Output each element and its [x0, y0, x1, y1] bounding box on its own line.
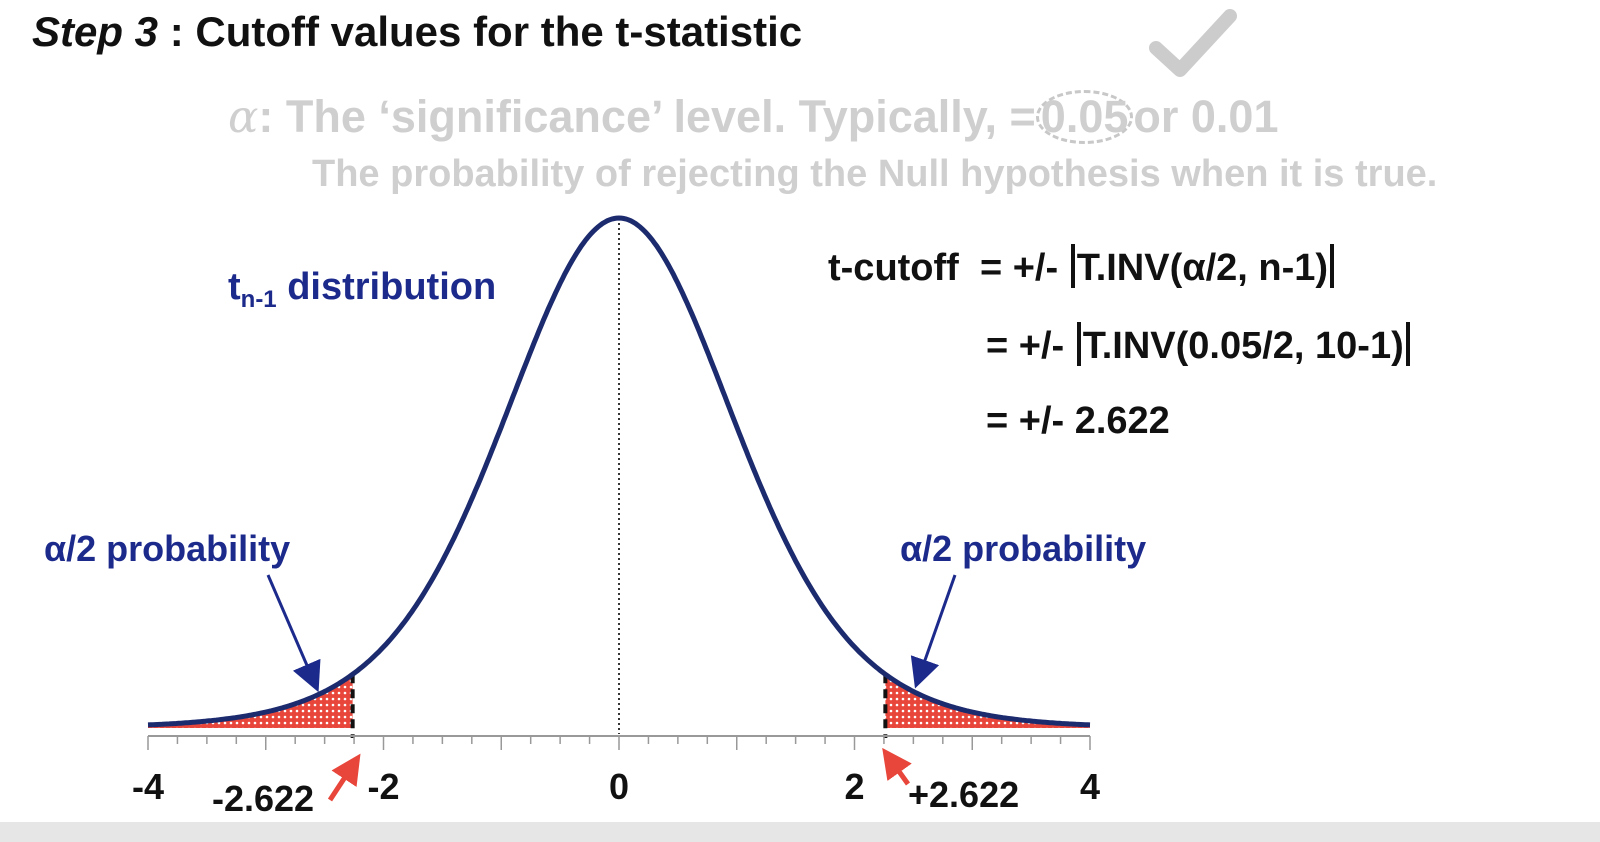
t-density-curve: [147, 215, 1091, 728]
lower-cutoff-arrow: [327, 753, 361, 802]
title-text: : Cutoff values for the t-statistic: [158, 8, 803, 55]
upper-cutoff-arrow: [882, 747, 912, 786]
alpha-alternative: or 0.01: [1133, 91, 1279, 142]
x-axis: [147, 735, 1091, 750]
abs-bar-right: [1330, 244, 1335, 288]
distribution-text: distribution: [276, 266, 497, 308]
right-tail-label: α/2 probability: [900, 528, 1147, 569]
alpha-text: : The ‘significance’ level. Typically, =: [258, 91, 1036, 142]
t-cutoff-label: t-cutoff: [828, 247, 959, 289]
page-title: Step 3 : Cutoff values for the t-statist…: [32, 8, 802, 56]
right-tail-area: [885, 674, 1090, 728]
right-tail-arrow: [910, 574, 957, 689]
formula-line-1: t-cutoff = +/- T.INV(α/2, n-1): [828, 244, 1336, 290]
alpha-symbol: α: [228, 90, 259, 143]
circled-alpha-value: 0.05: [1035, 90, 1134, 144]
upper-cutoff-label: +2.622: [908, 774, 1020, 815]
tick-label: -4: [131, 766, 165, 807]
tick-label: 4: [1079, 766, 1101, 807]
alpha-definition: α: The ‘significance’ level. Typically, …: [228, 90, 1278, 144]
lower-cutoff-label: -2.622: [212, 778, 315, 819]
tick-label: -2: [367, 766, 400, 807]
formula-line-3: = +/- 2.622: [986, 400, 1170, 442]
distribution-label: tn-1 distribution: [228, 266, 496, 314]
abs-bar-right: [1405, 322, 1410, 366]
formula-eq-1: = +/-: [979, 247, 1059, 289]
abs-bar-left: [1076, 322, 1081, 366]
bottom-divider: [0, 822, 1600, 842]
formula-eq-2: = +/-: [986, 325, 1065, 367]
check-mark-icon: [1149, 9, 1237, 77]
formula-expr-2: T.INV(0.05/2, 10-1): [1082, 325, 1404, 367]
left-tail-arrow: [266, 574, 321, 693]
formula-expr-1: T.INV(α/2, n-1): [1076, 247, 1329, 289]
abs-bar-left: [1070, 244, 1075, 288]
left-tail-area: [148, 674, 353, 728]
degrees-subscript: n-1: [240, 286, 277, 313]
tick-label: 2: [844, 766, 865, 807]
formula-line-2: = +/- T.INV(0.05/2, 10-1): [986, 322, 1412, 368]
alpha-probability-definition: The probability of rejecting the Null hy…: [312, 153, 1438, 195]
t-symbol: t: [228, 266, 241, 308]
tick-label: 0: [608, 766, 630, 807]
left-tail-label: α/2 probability: [44, 528, 291, 569]
step-label: Step 3: [32, 8, 159, 55]
